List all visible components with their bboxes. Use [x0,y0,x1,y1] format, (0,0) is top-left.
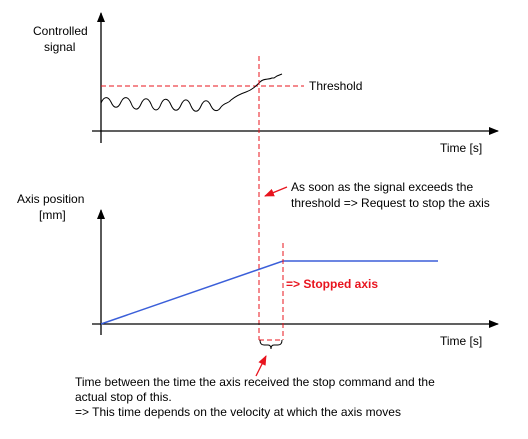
top-y-label-line1: Controlled [33,24,88,38]
request-arrow [264,186,288,197]
delay-arrow [255,355,267,377]
controlled-signal-curve [100,73,283,112]
delay-text-line2: actual stop of this. [75,390,172,404]
bottom-y-label-line2: [mm] [39,208,66,222]
delay-text-line3: => This time depends on the velocity at … [75,405,401,419]
stopped-axis-label: => Stopped axis [286,277,378,291]
threshold-label: Threshold [309,79,362,93]
delay-brace [259,339,283,350]
request-text-line2: threshold => Request to stop the axis [291,196,490,210]
top-y-label-line2: signal [44,40,75,54]
axis-position-line [100,260,438,325]
bottom-x-label: Time [s] [440,334,482,348]
bottom-y-label-line1: Axis position [17,192,84,206]
top-x-label: Time [s] [440,141,482,155]
delay-text-line1: Time between the time the axis received … [75,375,435,389]
request-text-line1: As soon as the signal exceeds the [291,180,473,194]
